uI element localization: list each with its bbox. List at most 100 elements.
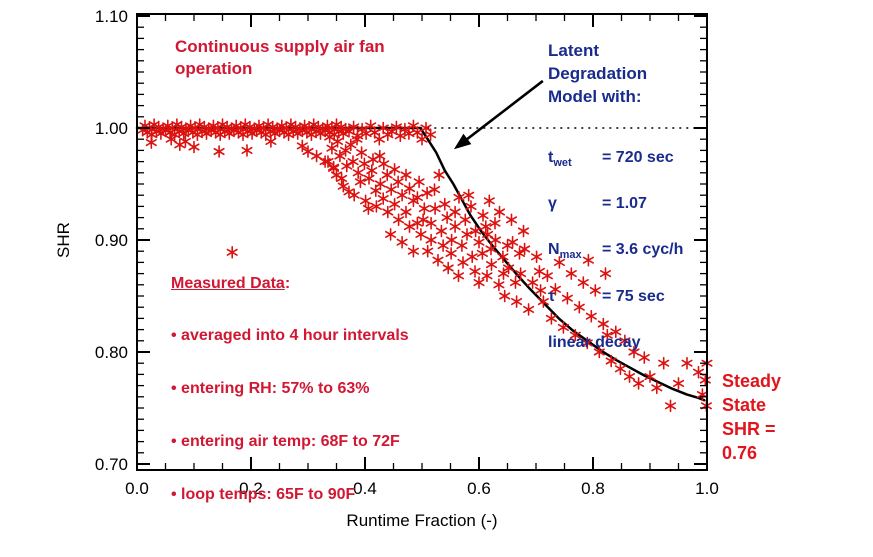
data-point-asterisk	[425, 233, 437, 247]
data-point-asterisk	[485, 258, 498, 271]
data-point-asterisk	[638, 351, 650, 364]
data-point-asterisk	[470, 224, 482, 238]
data-point-asterisk	[527, 276, 539, 289]
data-point-asterisk	[382, 128, 394, 141]
data-point-asterisk	[439, 197, 451, 211]
data-point-asterisk	[672, 377, 685, 390]
data-point-asterisk	[449, 220, 461, 233]
data-point-asterisk	[400, 205, 412, 219]
data-point-asterisk	[497, 250, 509, 264]
data-point-asterisk	[699, 373, 711, 387]
data-point-asterisk	[421, 186, 433, 200]
x-tick-label: 1.0	[695, 479, 719, 498]
data-point-asterisk	[442, 261, 454, 275]
data-point-asterisk	[623, 370, 636, 383]
x-axis-title: Runtime Fraction (-)	[346, 511, 498, 530]
data-point-asterisk	[341, 159, 353, 173]
data-point-asterisk	[480, 220, 492, 233]
data-point-asterisk	[328, 162, 340, 175]
data-point-asterisk	[489, 233, 502, 247]
data-point-asterisk	[473, 276, 485, 289]
data-point-asterisk	[493, 205, 506, 219]
data-point-asterisk	[589, 284, 601, 297]
data-point-asterisk	[597, 317, 609, 331]
data-point-asterisk	[445, 247, 457, 260]
data-point-asterisk	[400, 168, 412, 182]
tick-labels: 1.10 1.00 0.90 0.80 0.70 0.0 0.2 0.4 0.6 0.8 1.0	[95, 7, 719, 498]
data-point-asterisk	[351, 132, 363, 146]
data-point-asterisk	[452, 269, 465, 283]
data-point-asterisk	[535, 284, 547, 297]
data-point-asterisk	[605, 354, 617, 368]
data-point-asterisk	[370, 200, 382, 213]
data-point-asterisk	[370, 184, 382, 197]
data-point-asterisk	[519, 242, 531, 256]
data-point-asterisk	[382, 205, 394, 219]
data-point-asterisk	[226, 246, 238, 259]
data-point-asterisk	[165, 132, 177, 146]
data-point-asterisk	[485, 242, 497, 256]
steady-state-shr-note: Steady State SHR = 0.76	[722, 371, 782, 463]
data-point-asterisk	[585, 309, 597, 323]
measured-data-block: Measured Data: • averaged into 4 hour in…	[171, 257, 409, 537]
data-point-asterisk	[377, 192, 389, 205]
data-point-asterisk	[473, 235, 485, 249]
param-t-wet: twet = 720 sec	[548, 149, 674, 170]
data-point-asterisk	[356, 146, 368, 159]
data-point-asterisk	[396, 235, 408, 249]
data-point-asterisk	[577, 276, 589, 289]
data-point-asterisk	[374, 149, 386, 163]
data-point-asterisk	[599, 267, 612, 280]
data-point-asterisk	[437, 239, 449, 252]
data-point-asterisk	[582, 253, 594, 267]
data-point-asterisk	[482, 228, 494, 241]
data-point-asterisk	[610, 325, 622, 339]
param-linear-decay: linear decay	[548, 333, 641, 351]
data-point-asterisk	[644, 370, 656, 383]
data-point-asterisk	[417, 213, 429, 227]
data-point-asterisk	[461, 228, 473, 241]
data-point-asterisk	[507, 235, 519, 249]
data-point-asterisk	[561, 291, 573, 305]
data-point-asterisk	[418, 202, 430, 215]
data-point-asterisk	[449, 205, 461, 219]
data-point-asterisk	[373, 132, 385, 146]
data-point-asterisk	[614, 362, 626, 376]
data-point-asterisk	[533, 265, 545, 278]
data-point-asterisk	[429, 202, 441, 215]
data-point-asterisk	[503, 261, 515, 275]
data-point-asterisk	[296, 139, 308, 153]
data-point-asterisk	[145, 136, 157, 149]
data-point-asterisk	[403, 182, 416, 195]
data-point-asterisk	[179, 135, 191, 148]
data-point-asterisk	[619, 334, 631, 348]
data-point-asterisk	[515, 267, 527, 280]
data-point-asterisk	[593, 345, 605, 359]
measured-bullet-intervals: • averaged into 4 hour intervals	[171, 327, 409, 344]
data-point-asterisk	[322, 155, 334, 168]
latent-degradation-model-label: Latent Degradation Model with:	[548, 41, 648, 106]
x-tick-label: 0.8	[581, 479, 605, 498]
data-point-asterisk	[358, 157, 370, 171]
data-point-asterisk	[476, 247, 488, 260]
data-point-asterisk	[425, 128, 437, 141]
data-point-asterisk	[399, 122, 411, 136]
data-point-asterisk	[433, 168, 445, 182]
param-n-max: Nmax = 3.6 cyc/h	[548, 241, 684, 262]
param-tau: τ = 75 sec	[548, 287, 665, 305]
data-point-asterisk	[354, 175, 366, 189]
arrowhead	[453, 133, 472, 150]
data-point-asterisk	[664, 399, 677, 413]
data-point-asterisk	[403, 220, 416, 233]
data-point-asterisk	[523, 303, 535, 316]
data-point-asterisk	[407, 194, 419, 208]
data-point-asterisk	[411, 191, 423, 204]
data-point-asterisk	[337, 179, 349, 193]
data-point-asterisk	[511, 295, 523, 308]
data-point-asterisk	[348, 120, 360, 134]
data-point-asterisk	[425, 216, 437, 230]
data-point-asterisk	[435, 224, 447, 238]
y-axis-title: SHR	[54, 222, 73, 258]
measured-bullet-loop-temps: • loop temps: 65F to 90F	[171, 486, 356, 503]
